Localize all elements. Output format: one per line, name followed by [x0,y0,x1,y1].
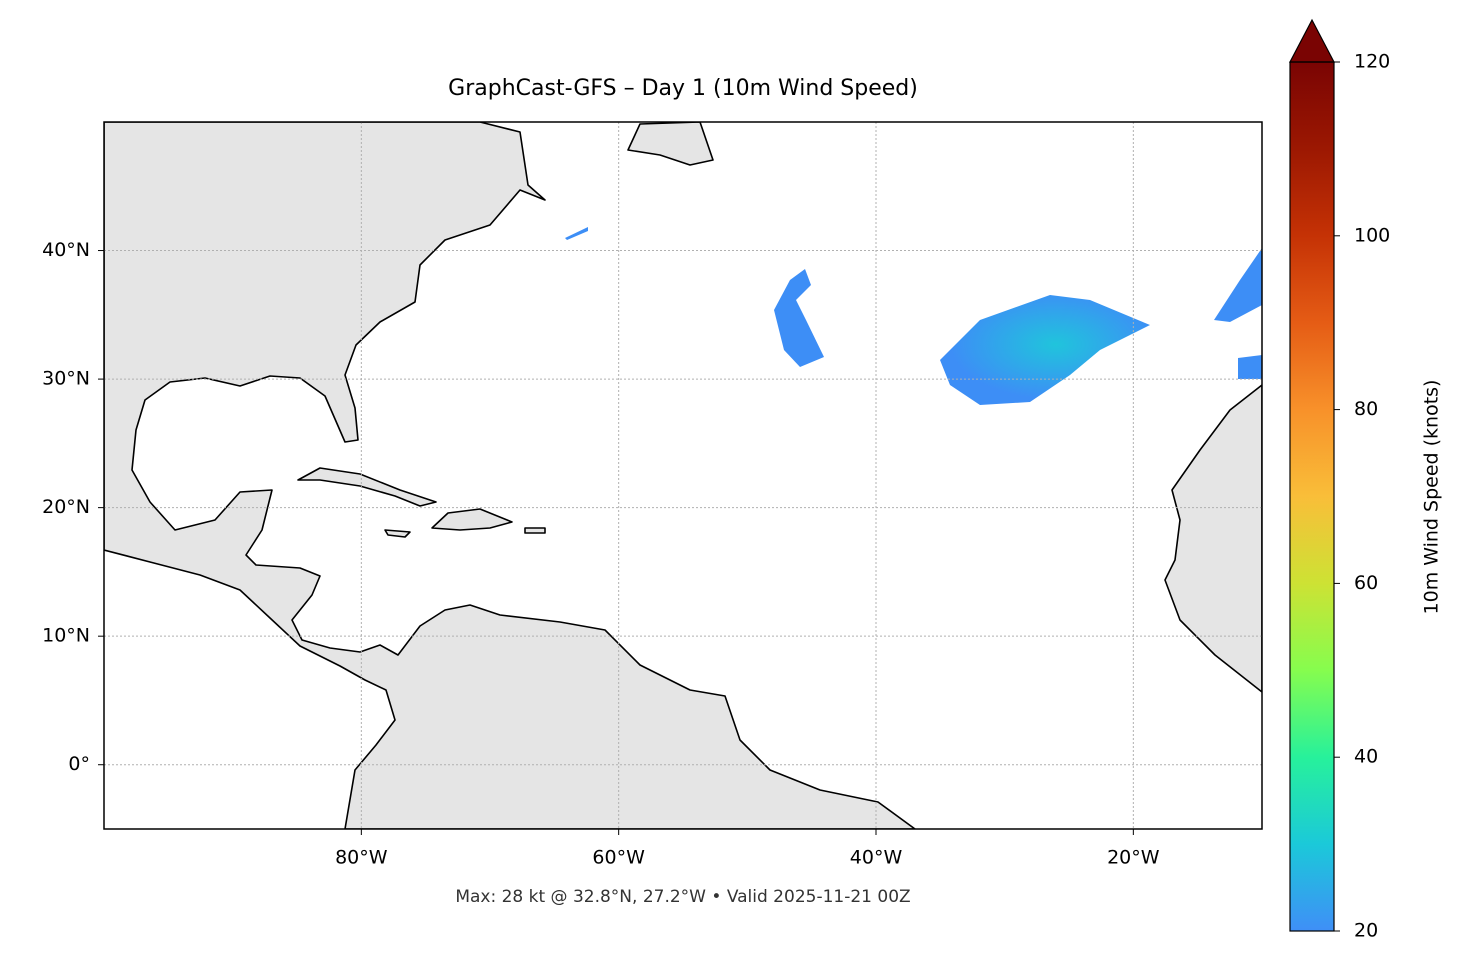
axes-frame [103,121,1263,830]
jamaica [384,529,411,538]
y-tick-label: 40°N [42,239,90,261]
footnote: Max: 28 kt @ 32.8°N, 27.2°W • Valid 2025… [455,887,910,907]
colorbar [1290,62,1334,931]
colorbar-tick-label: 60 [1354,572,1378,594]
x-tick-label: 80°W [335,847,388,869]
colorbar-tick-label: 20 [1354,920,1378,942]
newfoundland [627,122,714,166]
americas [104,122,916,829]
y-tick-label: 20°N [42,496,90,518]
colorbar-tick-label: 80 [1354,398,1378,420]
wind-area [774,269,824,367]
colorbar-frame [1289,61,1335,932]
colorbar-label: 10m Wind Speed (knots) [1421,380,1443,615]
hispaniola [431,508,513,531]
y-tick-label: 0° [68,753,90,775]
puerto-rico [524,527,546,534]
map-layer [104,122,1262,829]
colorbar-tick-label: 40 [1354,746,1378,768]
colorbar-tick-label: 120 [1354,51,1390,73]
cuba [297,467,437,507]
chart-title: GraphCast-GFS – Day 1 (10m Wind Speed) [448,76,918,101]
wind-area [1214,248,1262,322]
colorbar-extend [1289,18,1335,63]
wind-area [1238,355,1262,379]
y-tick-label: 30°N [42,368,90,390]
wind-area [565,227,588,240]
y-tick-label: 10°N [42,625,90,647]
x-tick-label: 40°W [850,847,903,869]
x-tick-label: 60°W [592,847,645,869]
africa [1164,384,1262,693]
x-tick-label: 20°W [1107,847,1160,869]
colorbar-tick-label: 100 [1354,224,1390,246]
wind-area [940,295,1150,405]
